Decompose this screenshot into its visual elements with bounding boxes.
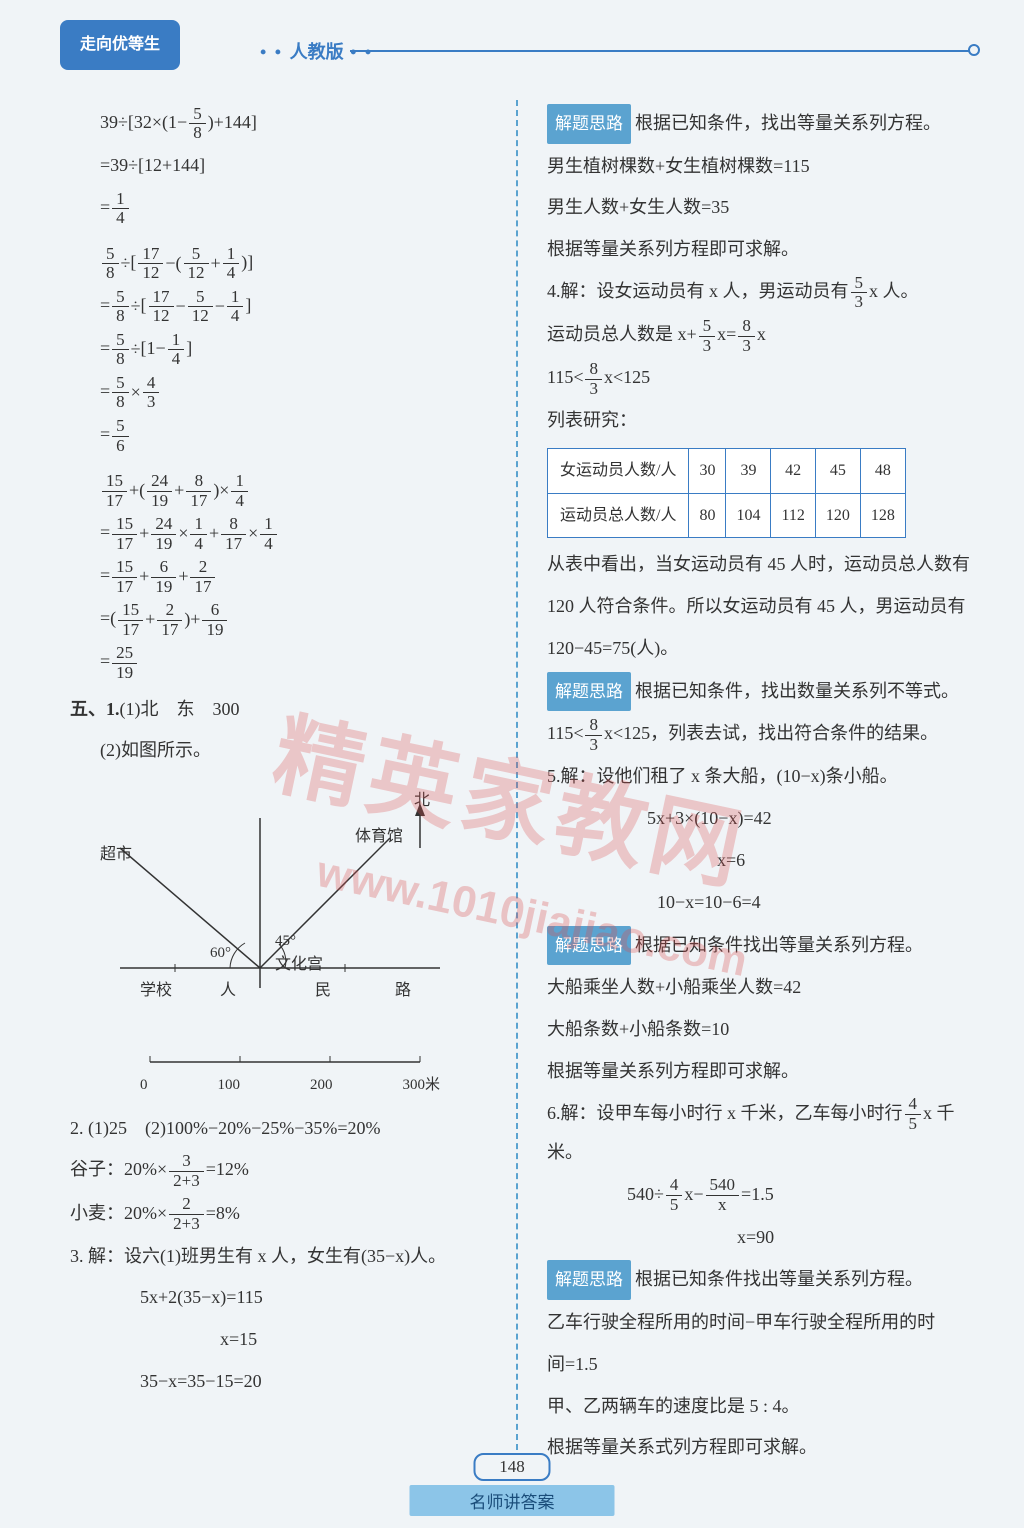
sec5-title: 五、1.(1)北 东 300 [70,691,497,729]
label-road3: 路 [395,974,411,1008]
label-angle60: 60° [210,938,231,970]
r-line8: 列表研究： [547,402,974,440]
sec5-p2: (2)如图所示。 [70,732,497,770]
sec3-line3: x=15 [70,1321,497,1359]
r-line18: 解题思路根据已知条件找出等量关系列方程。 [547,926,974,966]
table-row: 女运动员人数/人 30 39 42 45 48 [548,449,906,494]
r-line26: 乙车行驶全程所用的时间−甲车行驶全程所用的时 [547,1304,974,1342]
r-line25: 解题思路根据已知条件找出等量关系列方程。 [547,1260,974,1300]
eq2-line3: =58÷[1−14] [70,330,497,369]
r-line23: 540÷45x−540x=1.5 [547,1176,974,1215]
footer-label: 名师讲答案 [410,1485,615,1516]
r-line15: 5x+3×(10−x)=42 [547,800,974,838]
r-line9: 从表中看出，当女运动员有 45 人时，运动员总人数有 [547,546,974,584]
eq2-line5: =56 [70,416,497,455]
eq3-line3: =1517+619+217 [70,557,497,596]
r-line19: 大船乘坐人数+小船乘坐人数=42 [547,969,974,1007]
label-road2: 民 [315,974,331,1008]
r-line28: 甲、乙两辆车的速度比是 5 : 4。 [547,1388,974,1426]
sec3-line2: 5x+2(35−x)=115 [70,1279,497,1317]
label-angle45: 45° [275,926,296,958]
hint-badge: 解题思路 [547,926,631,966]
fraction: 14 [112,190,129,228]
text: 39÷ [100,112,128,132]
text: )+144 [208,112,251,132]
fraction: 1712 [138,245,163,283]
study-table: 女运动员人数/人 30 39 42 45 48 运动员总人数/人 80 104 … [547,448,906,538]
r-line1: 解题思路根据已知条件，找出等量关系列方程。 [547,104,974,144]
header-circle-icon [968,44,980,56]
r-line17: 10−x=10−6=4 [547,884,974,922]
direction-diagram: 超市 体育馆 北 学校 文化宫 60° 45° 人 民 路 [80,778,480,1038]
r-line14: 5.解：设他们租了 x 条大船，(10−x)条小船。 [547,758,974,796]
scale-1: 100 [217,1070,240,1102]
label-gym: 体育馆 [355,820,403,854]
fraction: 14 [223,245,240,283]
eq3-line2: =1517+2419×14+817×14 [70,514,497,553]
eq2-line4: =58×43 [70,373,497,412]
eq3-line5: =2519 [70,643,497,682]
header-rule [350,50,974,52]
scale-2: 200 [310,1070,333,1102]
page-number: 148 [473,1453,551,1481]
right-column: 解题思路根据已知条件，找出等量关系列方程。 男生植树棵数+女生植树棵数=115 … [517,100,974,1460]
eq1-line2: =39÷[12+144] [70,147,497,185]
page-header: 走向优等生 人教版 [60,20,974,90]
label-supermarket: 超市 [100,838,132,872]
r-line6: 运动员总人数是 x+53x=83x [547,316,974,355]
page: 走向优等生 人教版 39÷[32×(1−58)+144] =39÷[12+144… [0,0,1024,1528]
eq1-line3: =14 [70,189,497,228]
hint-badge: 解题思路 [547,1260,631,1300]
r-line4: 根据等量关系列方程即可求解。 [547,231,974,269]
r-line3: 男生人数+女生人数=35 [547,189,974,227]
r-line11: 120−45=75(人)。 [547,630,974,668]
fraction: 58 [102,245,119,283]
r-line20: 大船条数+小船条数=10 [547,1011,974,1049]
r-line13: 115<83x<125，列表去试，找出符合条件的结果。 [547,715,974,754]
r-line16: x=6 [547,842,974,880]
hint-badge: 解题思路 [547,672,631,712]
scale-0: 0 [140,1070,148,1102]
r-line5: 4.解：设女运动员有 x 人，男运动员有53x 人。 [547,273,974,312]
eq2-line1: 58÷[1712−(512+14)] [70,244,497,283]
r-line10: 120 人符合条件。所以女运动员有 45 人，男运动员有 [547,588,974,626]
label-road1: 人 [220,974,236,1008]
page-footer: 148 名师讲答案 [410,1453,615,1516]
r-line27: 间=1.5 [547,1346,974,1384]
r-line12: 解题思路根据已知条件，找出数量关系列不等式。 [547,672,974,712]
label-school: 学校 [140,974,172,1008]
logo-badge: 走向优等生 [60,20,180,70]
sec2-line3: 小麦：20%×22+3=8% [70,1195,497,1234]
fraction: 58 [189,105,206,143]
fraction: 512 [184,245,209,283]
sec3-line4: 35−x=35−15=20 [70,1363,497,1401]
sec2-line2: 谷子：20%×32+3=12% [70,1151,497,1190]
column-divider [516,100,518,1460]
left-column: 39÷[32×(1−58)+144] =39÷[12+144] =14 58÷[… [60,100,517,1460]
hint-badge: 解题思路 [547,104,631,144]
th-female: 女运动员人数/人 [548,449,689,494]
label-north: 北 [414,784,430,818]
r-line21: 根据等量关系列方程即可求解。 [547,1053,974,1091]
text: 32×(1− [134,112,187,132]
r-line24: x=90 [547,1219,974,1257]
eq2-line2: =58÷[1712−512−14] [70,287,497,326]
th-total: 运动员总人数/人 [548,493,689,538]
sec2-line1: 2. (1)25 (2)100%−20%−25%−35%=20% [70,1110,497,1148]
r-line22: 6.解：设甲车每小时行 x 千米，乙车每小时行45x 千米。 [547,1095,974,1172]
sec3-line1: 3. 解：设六(1)班男生有 x 人，女生有(35−x)人。 [70,1238,497,1276]
scale-3: 300米 [402,1070,440,1102]
scale-bar: 0 100 200 300米 [130,1048,450,1102]
content-columns: 39÷[32×(1−58)+144] =39÷[12+144] =14 58÷[… [60,100,974,1460]
r-line2: 男生植树棵数+女生植树棵数=115 [547,148,974,186]
table-row: 运动员总人数/人 80 104 112 120 128 [548,493,906,538]
eq3-line4: =(1517+217)+619 [70,600,497,639]
eq3-line1: 1517+(2419+817)×14 [70,471,497,510]
eq1-line1: 39÷[32×(1−58)+144] [70,104,497,143]
r-line7: 115<83x<125 [547,359,974,398]
